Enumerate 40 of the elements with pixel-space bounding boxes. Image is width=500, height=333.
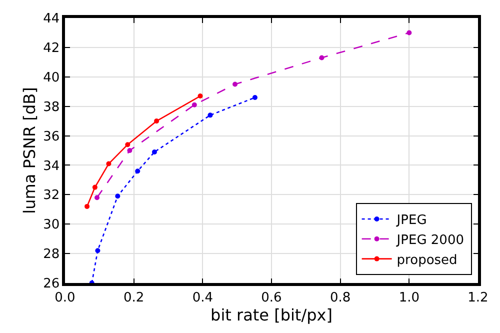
point [94, 195, 100, 200]
point [84, 204, 90, 209]
x-tick-label: 0.6 [261, 290, 282, 306]
x-axis-title: bit rate [bit/px] [210, 305, 332, 324]
point [92, 184, 98, 190]
point [154, 118, 160, 124]
point [152, 149, 157, 154]
y-tick-label: 38 [43, 100, 60, 115]
y-tick-label: 40 [43, 70, 60, 86]
x-tick-label: 0.2 [123, 290, 144, 306]
y-tick-label: 26 [43, 276, 60, 292]
point [198, 94, 203, 99]
y-tick-label: 30 [43, 218, 60, 233]
point [208, 112, 213, 118]
point [125, 142, 130, 148]
y-tick-label: 28 [43, 247, 60, 262]
x-tick-label: 0.8 [330, 290, 351, 306]
legend-label: proposed [396, 252, 458, 268]
x-tick-label: 0.4 [192, 290, 214, 306]
y-axis-title: luma PSNR [dB] [20, 87, 40, 214]
y-tick-label: 34 [43, 158, 60, 174]
point [127, 148, 132, 153]
x-tick-label: 1.2 [468, 290, 488, 306]
point [106, 161, 112, 166]
point [232, 82, 238, 87]
x-tick-label: 0.0 [54, 290, 76, 306]
legend-label: JPEG [396, 213, 427, 228]
y-tick-label: 36 [43, 129, 60, 144]
y-tick-label: 42 [43, 40, 60, 56]
x-tick-label: 1.0 [398, 290, 420, 306]
point [95, 248, 100, 254]
point [319, 55, 324, 60]
point [252, 95, 258, 100]
point [135, 168, 140, 174]
y-tick-label: 32 [43, 188, 60, 204]
point [115, 194, 120, 199]
point [406, 30, 412, 36]
point [192, 102, 197, 108]
legend-label: JPEG 2000 [396, 232, 464, 248]
y-tick-label: 44 [43, 12, 60, 27]
